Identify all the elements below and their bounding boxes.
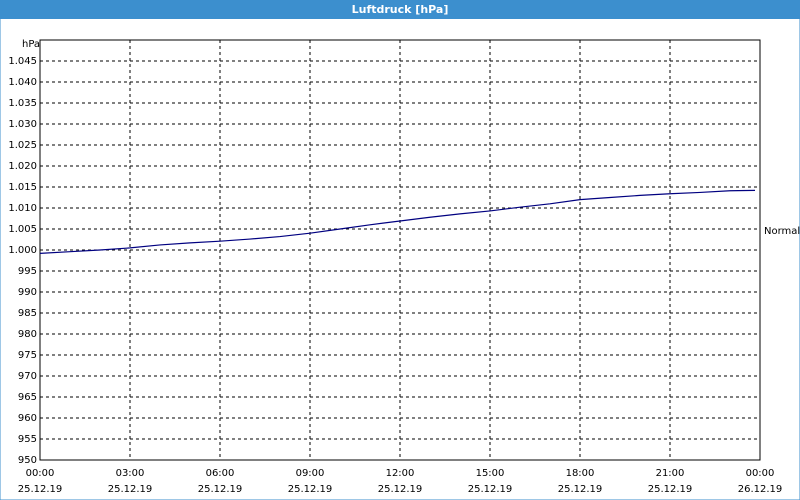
x-tick-label: 00:00: [26, 468, 55, 479]
annotation-label: Normal: [764, 226, 800, 237]
x-tick-date: 25.12.19: [198, 484, 243, 495]
x-tick-date: 25.12.19: [558, 484, 603, 495]
x-tick-date: 25.12.19: [468, 484, 513, 495]
y-tick-label: 960: [18, 413, 37, 424]
y-tick-label: 1.005: [8, 224, 37, 235]
y-tick-label: 1.010: [8, 203, 37, 214]
y-tick-label: 1.015: [8, 182, 37, 193]
y-tick-label: 980: [18, 329, 37, 340]
x-tick-label: 06:00: [206, 468, 235, 479]
y-tick-label: 1.000: [8, 245, 37, 256]
x-tick-label: 09:00: [296, 468, 325, 479]
y-tick-label: 990: [18, 287, 37, 298]
x-tick-label: 03:00: [116, 468, 145, 479]
y-tick-label: 1.020: [8, 161, 37, 172]
x-tick-date: 25.12.19: [378, 484, 423, 495]
x-tick-date: 25.12.19: [288, 484, 333, 495]
x-tick-label: 18:00: [566, 468, 595, 479]
y-tick-label: 985: [18, 308, 37, 319]
y-tick-label: 965: [18, 392, 37, 403]
y-tick-label: 1.040: [8, 77, 37, 88]
y-tick-label: 1.030: [8, 119, 37, 130]
x-tick-label: 00:00: [746, 468, 775, 479]
x-tick-date: 25.12.19: [108, 484, 153, 495]
x-tick-date: 26.12.19: [738, 484, 783, 495]
title-bar: [0, 0, 800, 19]
y-tick-label: 950: [18, 455, 37, 466]
x-tick-date: 25.12.19: [648, 484, 693, 495]
y-tick-label: 955: [18, 434, 37, 445]
x-tick-date: 25.12.19: [18, 484, 63, 495]
x-tick-label: 15:00: [476, 468, 505, 479]
y-tick-label: 1.045: [8, 56, 37, 67]
y-tick-label: 970: [18, 371, 37, 382]
y-tick-label: 1.025: [8, 140, 37, 151]
x-tick-label: 21:00: [656, 468, 685, 479]
y-tick-label: 1.035: [8, 98, 37, 109]
y-axis-label: hPa: [22, 39, 40, 50]
data-line: [39, 189, 756, 254]
chart-title: Luftdruck [hPa]: [352, 3, 449, 16]
y-tick-label: 975: [18, 350, 37, 361]
y-tick-label: 995: [18, 266, 37, 277]
x-tick-label: 12:00: [386, 468, 415, 479]
